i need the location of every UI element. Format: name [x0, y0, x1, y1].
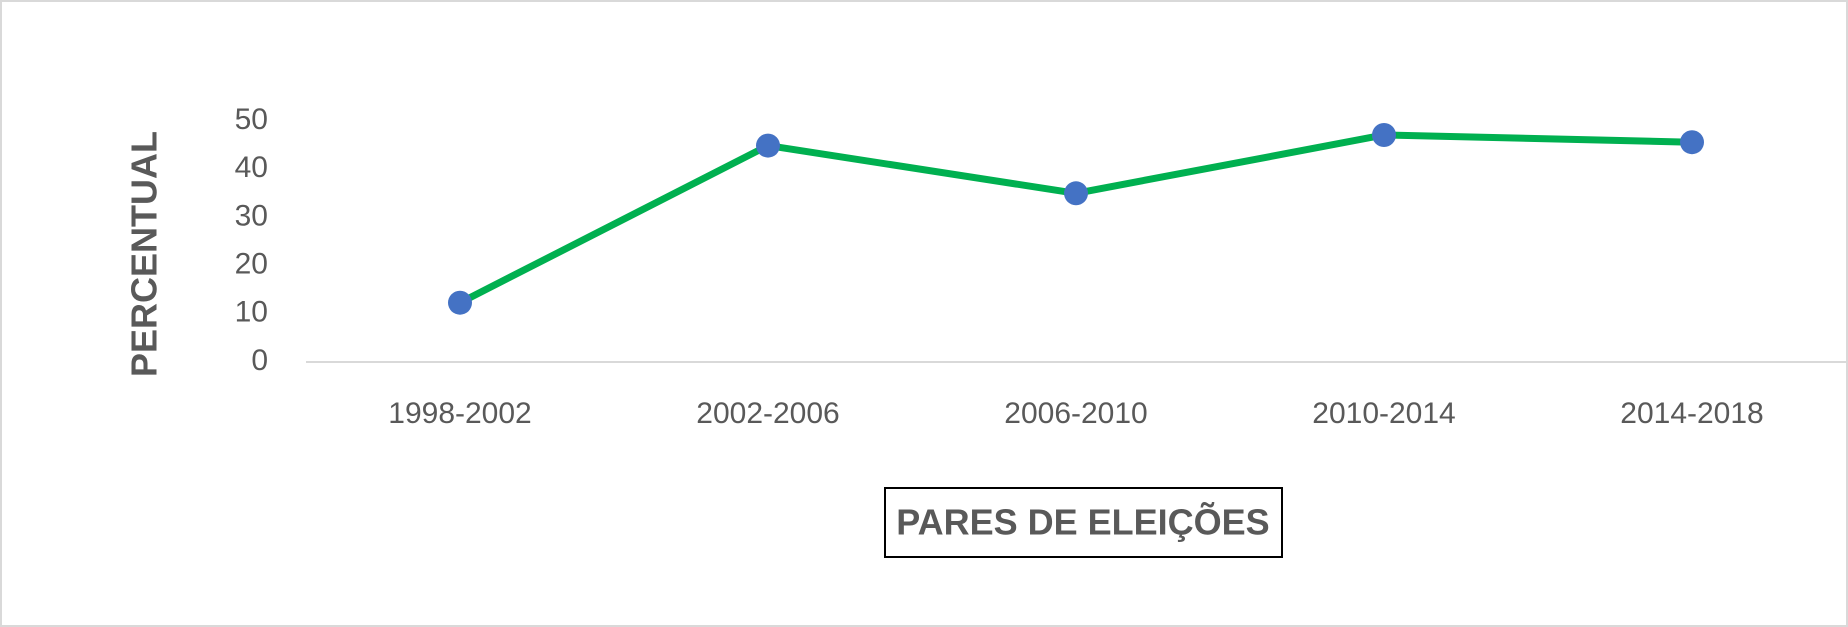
y-tick-label: 0 [251, 344, 268, 377]
y-tick-label: 30 [235, 199, 268, 232]
y-tick-label: 20 [235, 248, 268, 281]
y-tick-label: 10 [235, 296, 268, 329]
x-tick-label: 2006-2010 [1004, 397, 1147, 430]
x-tick-label: 1998-2002 [388, 397, 531, 430]
marker [756, 133, 780, 158]
marker [1680, 130, 1704, 155]
y-axis-title: PERCENTUAL [124, 131, 165, 377]
y-tick-label: 50 [235, 103, 268, 136]
marker [448, 290, 472, 315]
x-tick-label: 2010-2014 [1312, 397, 1455, 430]
x-tick-label: 2002-2006 [696, 397, 839, 430]
x-axis-title: PARES DE ELEIÇÕES [896, 501, 1269, 543]
marker [1064, 181, 1088, 206]
y-tick-label: 40 [235, 151, 268, 184]
x-tick-label: 2014-2018 [1620, 397, 1763, 430]
marker [1372, 122, 1396, 147]
x-axis-title-box [884, 487, 1283, 558]
